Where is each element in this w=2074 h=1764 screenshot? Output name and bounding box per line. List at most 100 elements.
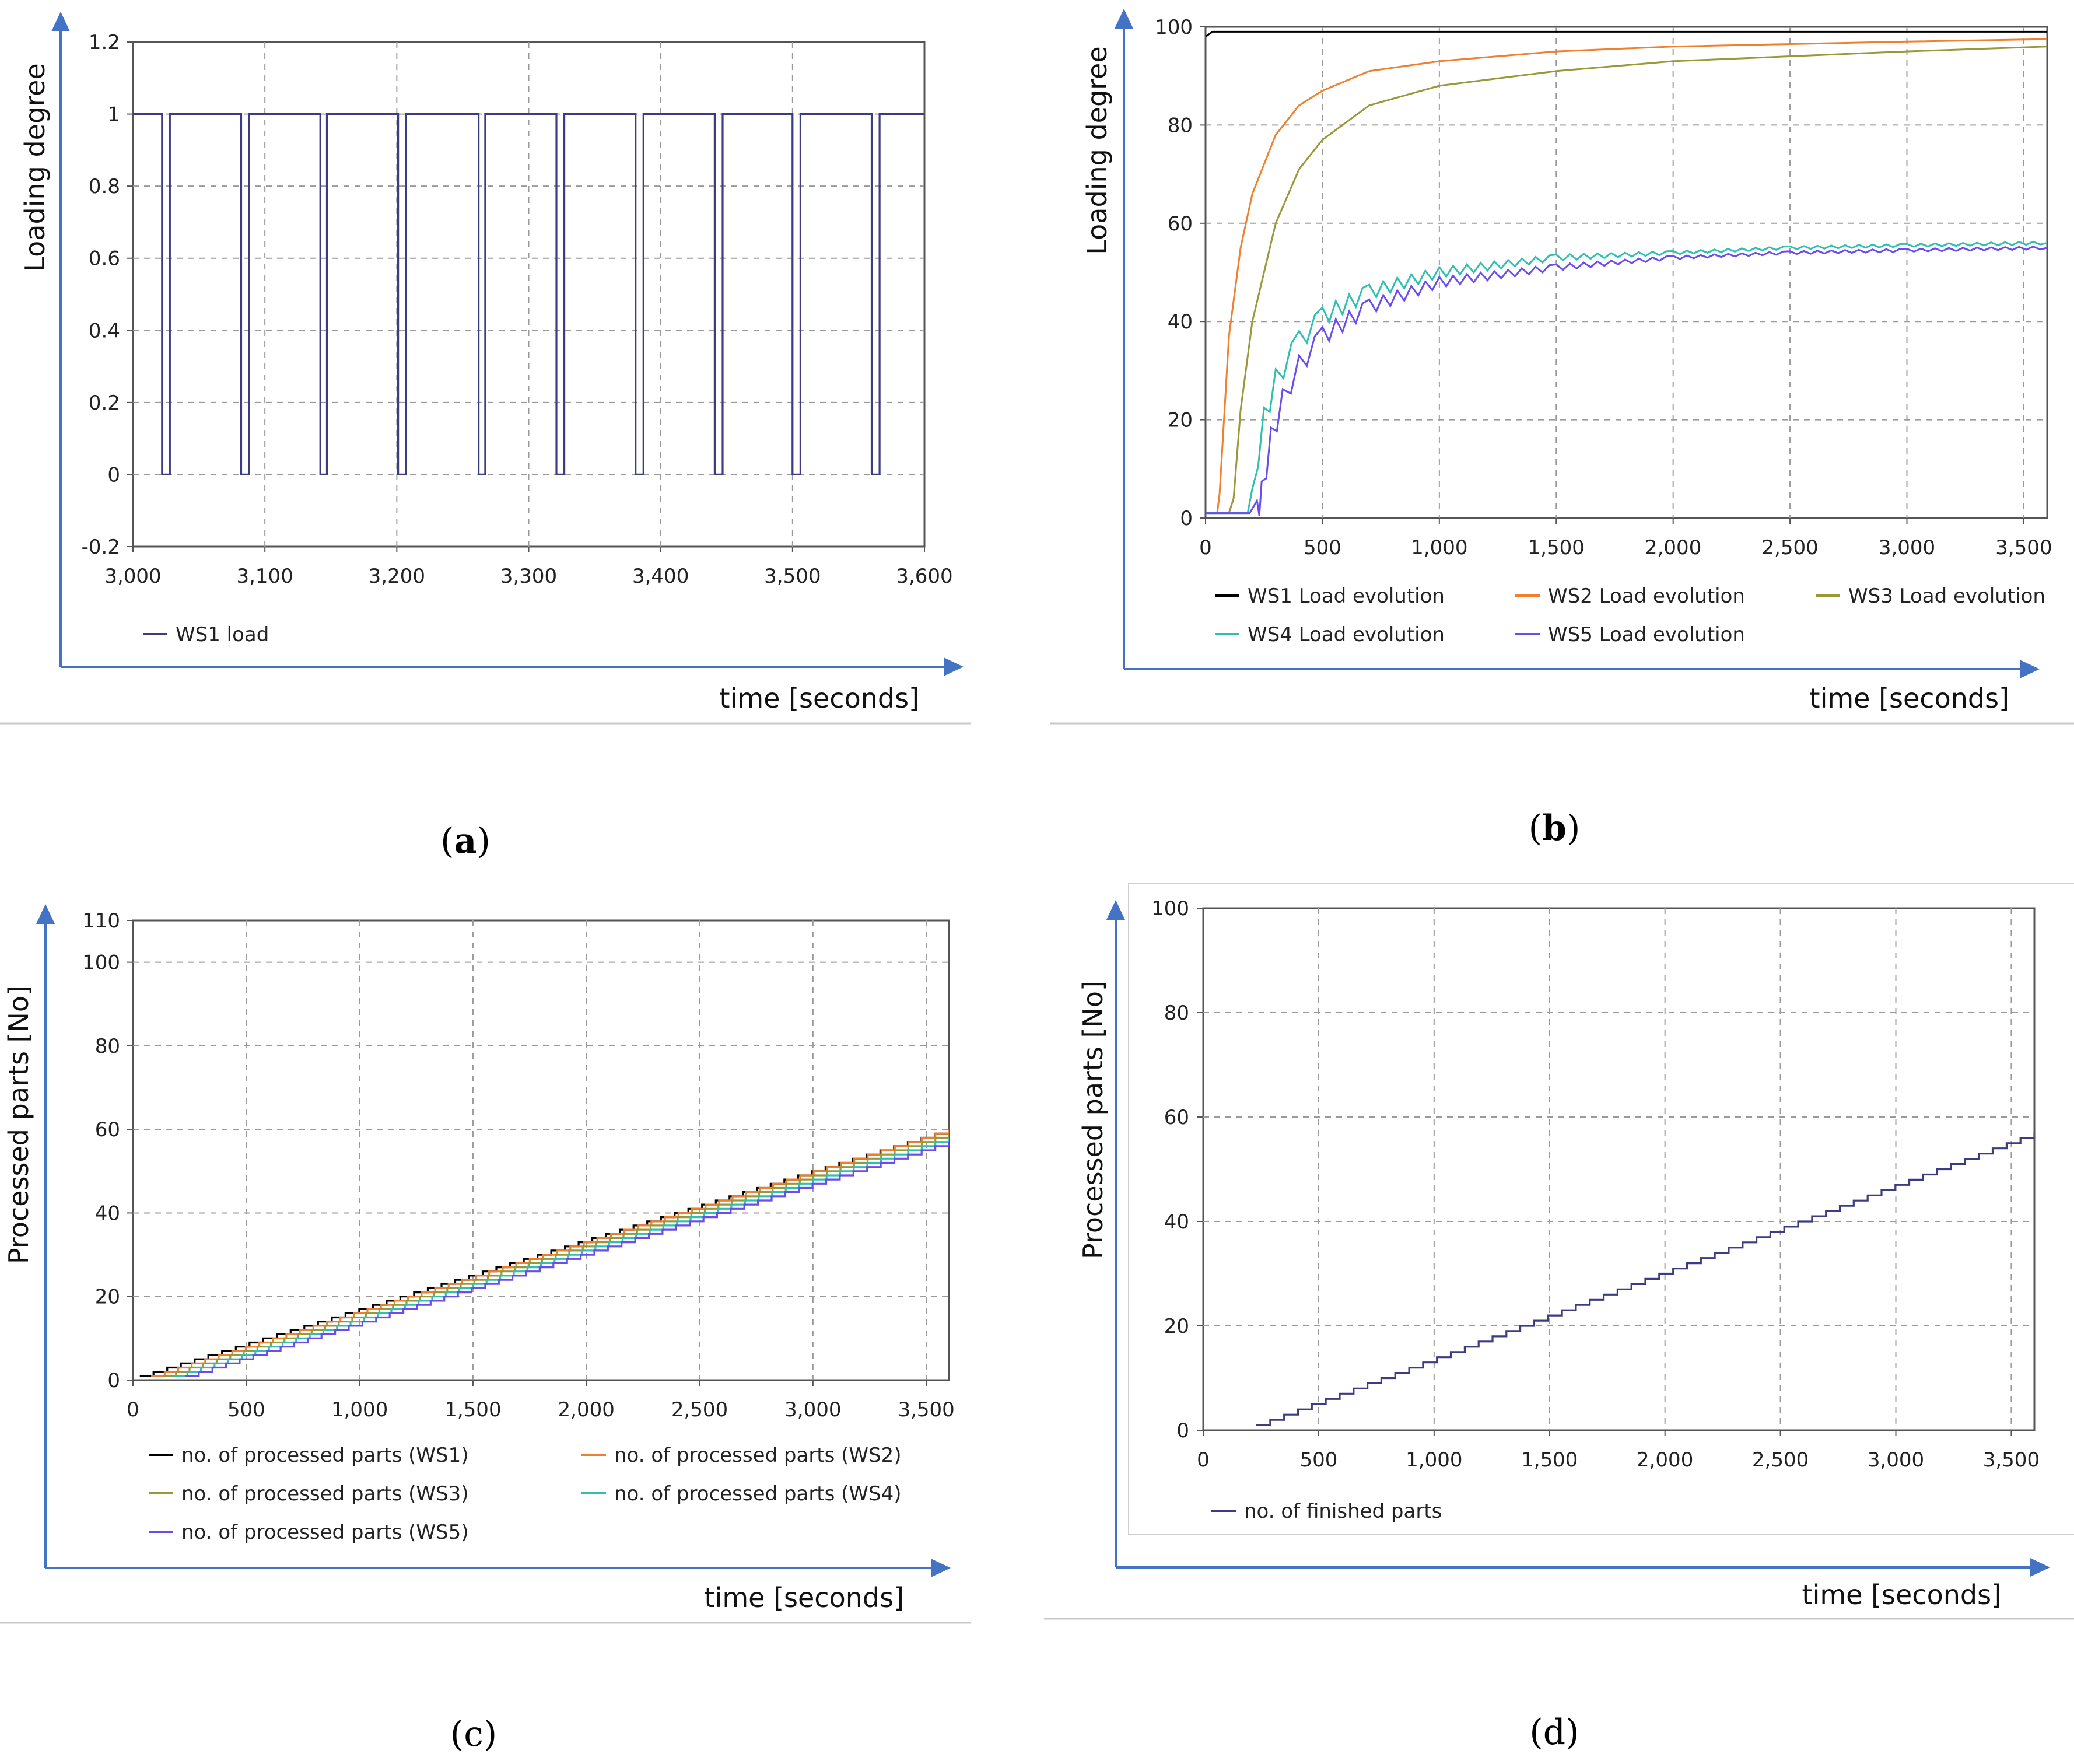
x-tick-label: 3,000	[784, 1398, 841, 1422]
plot-area	[1202, 907, 2036, 1432]
x-tick-label: 3,600	[896, 565, 952, 588]
legend-label: no. of processed parts (WS4)	[614, 1482, 902, 1506]
y-axis-title: Processed parts [No]	[1077, 981, 1109, 1259]
x-axis-title: time [seconds]	[1802, 1579, 2002, 1611]
x-tick-label: 1,000	[331, 1398, 388, 1422]
y-tick-label: 100	[1155, 16, 1193, 39]
series-line-1	[1206, 30, 2047, 38]
legend-item: WS3 Load evolution	[1816, 584, 2045, 608]
x-axis-title: time [seconds]	[1810, 682, 2009, 714]
x-tick-label: 0	[127, 1398, 139, 1422]
y-tick-label: 20	[95, 1286, 120, 1309]
y-tick-label: 0	[107, 1369, 120, 1392]
y-axis-arrowhead	[36, 904, 55, 924]
x-tick-label: 3,500	[764, 565, 821, 588]
x-tick-label: 2,000	[1645, 536, 1701, 559]
x-tick-label: 0	[1197, 1448, 1210, 1472]
y-tick-label: 60	[1164, 1106, 1189, 1129]
plot-area	[1204, 26, 2048, 519]
x-axis-arrowhead	[931, 1559, 951, 1577]
y-axis-title: Loading degree	[1081, 46, 1113, 254]
y-tick-label: 40	[1164, 1210, 1189, 1234]
panel-caption: (d)	[1529, 1712, 1579, 1753]
series-group	[1256, 1132, 2034, 1426]
y-axis-arrowhead	[1115, 9, 1133, 29]
y-tick-label: 110	[82, 909, 120, 933]
x-tick-label: 3,400	[632, 565, 689, 588]
legend-label: WS1 Load evolution	[1248, 584, 1445, 608]
legend-item: no. of processed parts (WS4)	[581, 1482, 902, 1506]
x-tick-label: 1,500	[1528, 536, 1585, 559]
series-line-5	[185, 1142, 949, 1377]
series-line-5	[1206, 246, 2047, 516]
x-tick-label: 1,500	[1521, 1448, 1578, 1472]
series-group	[1206, 30, 2047, 516]
x-axis-arrowhead	[944, 657, 964, 676]
y-axis-title: Processed parts [No]	[3, 985, 34, 1264]
legend-label: WS2 Load evolution	[1548, 584, 1745, 608]
legend-item: WS1 Load evolution	[1215, 584, 1445, 608]
x-tick-label: 3,100	[236, 565, 293, 588]
x-tick-label: 2,500	[1752, 1448, 1809, 1472]
legend-label: no. of processed parts (WS1)	[181, 1444, 469, 1467]
y-axis-arrowhead	[51, 12, 70, 32]
x-tick-label: 3,500	[898, 1398, 954, 1422]
y-tick-label: 0.4	[89, 319, 120, 342]
y-tick-label: 100	[82, 951, 120, 975]
panel-c: 0 500 1,000 1,500 2,000 2,500 3,000 3,500 0 20 40 6…	[0, 904, 971, 1755]
series-group	[139, 1129, 949, 1377]
series-line-4	[1206, 240, 2047, 514]
y-tick-label: 80	[1164, 1002, 1189, 1025]
series-line-1	[1256, 1132, 2034, 1426]
legend-item: WS1 load	[143, 623, 269, 646]
panel-d: 0 500 1,000 1,500 2,000 2,500 3,000 3,500 0 20 40 6…	[1044, 883, 2074, 1753]
panel-caption: (b)	[1529, 808, 1581, 849]
x-tick-label: 500	[1304, 536, 1341, 559]
legend-label: no. of processed parts (WS5)	[181, 1521, 469, 1544]
x-tick-label: 1,000	[1406, 1448, 1462, 1472]
y-axis-title: Loading degree	[19, 63, 51, 271]
y-tick-label: 0	[1180, 507, 1193, 530]
x-tick-label: 3,300	[500, 565, 557, 588]
y-tick-label: 20	[1168, 409, 1193, 432]
x-tick-label: 1,500	[444, 1398, 501, 1422]
x-tick-label: 2,000	[558, 1398, 615, 1422]
legend-label: WS1 load	[176, 623, 269, 646]
legend-label: WS5 Load evolution	[1548, 623, 1745, 646]
y-tick-label: -0.2	[82, 536, 120, 559]
x-tick-label: 3,500	[1983, 1448, 2040, 1472]
y-tick-label: 20	[1164, 1315, 1189, 1338]
legend-item: no. of finished parts	[1211, 1500, 1442, 1523]
y-axis-arrowhead	[1106, 900, 1125, 920]
x-axis-arrowhead	[2030, 1558, 2050, 1577]
legend-item: no. of processed parts (WS5)	[149, 1521, 469, 1544]
y-tick-label: 1	[107, 103, 120, 127]
legend-item: no. of processed parts (WS3)	[149, 1482, 469, 1506]
x-tick-label: 3,200	[369, 565, 425, 588]
x-tick-label: 500	[227, 1398, 265, 1422]
series-line-2	[1206, 38, 2047, 514]
y-tick-label: 0.8	[89, 175, 120, 198]
y-tick-label: 80	[95, 1035, 120, 1058]
outer-frame	[1128, 883, 2074, 1535]
legend-item: no. of processed parts (WS1)	[149, 1444, 469, 1467]
y-tick-label: 0	[107, 463, 120, 487]
plot-area	[132, 41, 926, 548]
panel-a: 3,000 3,100 3,200 3,300 3,400 3,500 3,600 -0.2 0…	[0, 12, 971, 862]
y-tick-label: 100	[1151, 897, 1189, 921]
series-line-1	[133, 113, 924, 475]
x-tick-label: 500	[1299, 1448, 1337, 1472]
x-tick-label: 3,000	[1879, 536, 1935, 559]
x-tick-label: 0	[1199, 536, 1212, 559]
y-tick-label: 40	[95, 1202, 120, 1225]
y-tick-label: 60	[1168, 212, 1193, 236]
x-tick-label: 2,000	[1637, 1448, 1693, 1472]
legend-label: no. of processed parts (WS3)	[181, 1482, 469, 1506]
plot-area	[132, 919, 950, 1381]
legend-label: no. of finished parts	[1244, 1500, 1442, 1523]
x-tick-label: 2,500	[1761, 536, 1818, 559]
series-line-3	[1206, 46, 2047, 514]
y-tick-label: 0.6	[89, 247, 120, 271]
legend-item: WS5 Load evolution	[1515, 623, 1745, 646]
